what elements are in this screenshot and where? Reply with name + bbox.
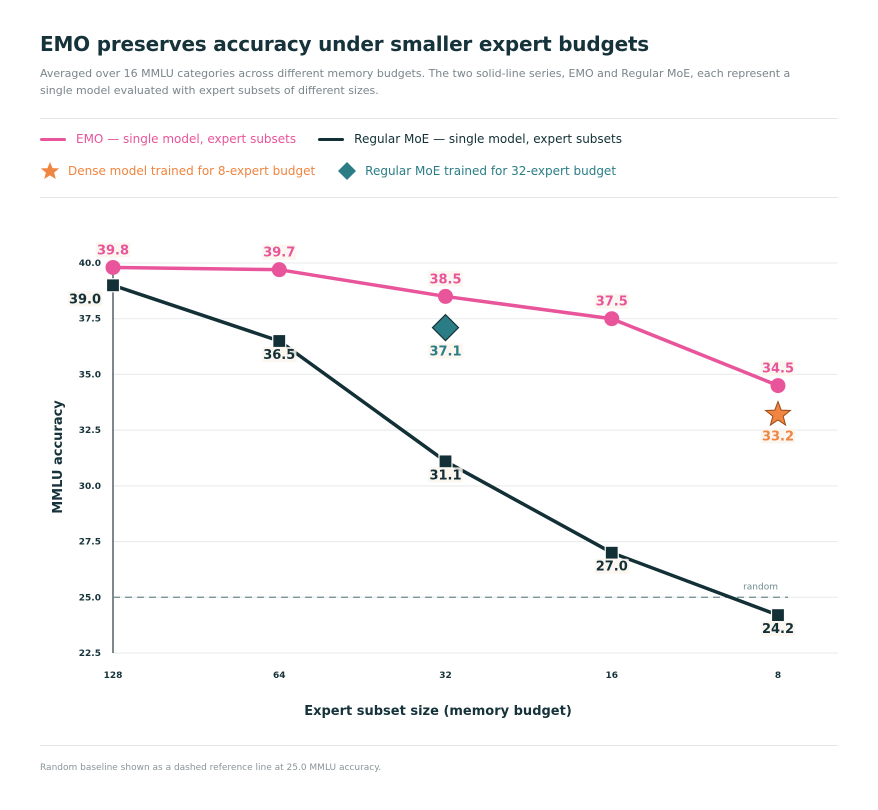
legend-emo-label: EMO — single model, expert subsets [76, 132, 297, 146]
divider-top [40, 118, 838, 119]
legend-emo: EMO — single model, expert subsets [40, 132, 296, 146]
dense-point [764, 400, 792, 427]
emo-data-label-bg [594, 293, 629, 309]
y-tick-label: 27.5 [79, 538, 101, 548]
emo-point [271, 262, 287, 278]
moe-data-label-bg [760, 621, 796, 637]
diamond-icon [338, 162, 357, 180]
chart-subtitle: Averaged over 16 MMLU categories across … [40, 67, 791, 97]
legend-moe32: Regular MoE trained for 32-expert budget [337, 161, 616, 181]
moe-data-label: 39.0 [69, 292, 101, 307]
moe-data-label: 31.1 [429, 468, 461, 483]
emo-data-label: 38.5 [429, 272, 461, 287]
emo-data-label: 34.5 [762, 362, 794, 377]
star-icon [40, 162, 60, 179]
emo-data-label: 37.5 [596, 295, 628, 310]
legend-row-1: EMO — single model, expert subsets Regul… [40, 132, 644, 146]
legend-dense: Dense model trained for 8-expert budget [40, 161, 315, 181]
emo-data-label-bg [760, 360, 796, 376]
x-tick-label: 32 [439, 671, 452, 681]
y-axis: 40.0 37.5 35.0 32.5 30.0 27.5 25.0 22.5 [79, 259, 114, 659]
random-line-label: random [743, 582, 778, 592]
y-tick-label: 35.0 [79, 370, 101, 380]
moe-data-label-bg [67, 291, 103, 307]
emo-point [604, 311, 620, 327]
y-tick-label: 30.0 [79, 482, 101, 492]
emo-data-label-bg [428, 271, 463, 287]
y-tick-label: 25.0 [79, 593, 101, 603]
dense-data-label-bg [760, 428, 796, 444]
emo-point [770, 378, 786, 394]
emo-data-label: 39.7 [263, 246, 295, 261]
moe-data-label-bg [262, 347, 297, 362]
moe-data-label: 27.0 [596, 560, 628, 575]
markers [105, 259, 792, 623]
moe-data-label-bg [428, 467, 463, 483]
moe-point [272, 333, 287, 349]
emo-data-label-bg [262, 244, 297, 260]
x-axis-label: Expert subset size (memory budget) [304, 704, 572, 719]
emo-point [105, 259, 121, 275]
x-tick-label: 8 [775, 671, 781, 681]
random-reference-line: random [113, 582, 788, 598]
divider-bottom [40, 745, 838, 746]
divider-legend [40, 197, 838, 198]
x-tick-label: 128 [104, 671, 123, 681]
y-tick-label: 22.5 [79, 649, 101, 659]
emo-data-label-bg [95, 242, 131, 258]
x-tick-label: 16 [605, 671, 618, 681]
data-labels: 39.8 39.7 38.5 37.5 34.5 39.0 36.5 31.1 27.0 24.2… [67, 242, 796, 637]
moe-data-label-bg [594, 558, 629, 574]
moe-point [105, 278, 121, 293]
y-tick-label: 37.5 [79, 315, 101, 325]
y-tick-label: 32.5 [79, 426, 101, 436]
moe32-data-label-bg [428, 343, 463, 359]
legend-row-2: Dense model trained for 8-expert budget … [40, 161, 638, 181]
line-chart: 40.0 37.5 35.0 32.5 30.0 27.5 25.0 22.5 128 64 32… [51, 242, 838, 719]
legend-dense-label: Dense model trained for 8-expert budget [68, 164, 316, 178]
emo-point [438, 288, 453, 304]
chart-title: EMO preserves accuracy under smaller exp… [40, 32, 650, 56]
moe-data-label: 36.5 [263, 348, 295, 363]
legend-emo-line [40, 137, 66, 141]
legend-moe-label: Regular MoE — single model, expert subse… [354, 132, 623, 146]
legend-moe32-label: Regular MoE trained for 32-expert budget [365, 164, 617, 178]
legend-moe-line [318, 137, 345, 141]
y-tick-label: 40.0 [79, 259, 101, 269]
dense-data-label: 33.2 [762, 430, 794, 445]
footnote: Random baseline shown as a dashed refere… [40, 763, 382, 773]
moe32-data-label: 37.1 [429, 345, 461, 360]
emo-data-label: 39.8 [97, 243, 129, 258]
legend-moe: Regular MoE — single model, expert subse… [318, 132, 622, 146]
moe-point [604, 545, 619, 560]
x-tick-label: 64 [273, 671, 286, 681]
moe-point [770, 608, 786, 623]
moe-data-label: 24.2 [762, 622, 794, 637]
x-axis: 128 64 32 16 8 [104, 671, 782, 681]
moe-point [438, 454, 453, 469]
moe32-point [431, 313, 460, 342]
y-axis-label: MMLU accuracy [51, 400, 66, 514]
